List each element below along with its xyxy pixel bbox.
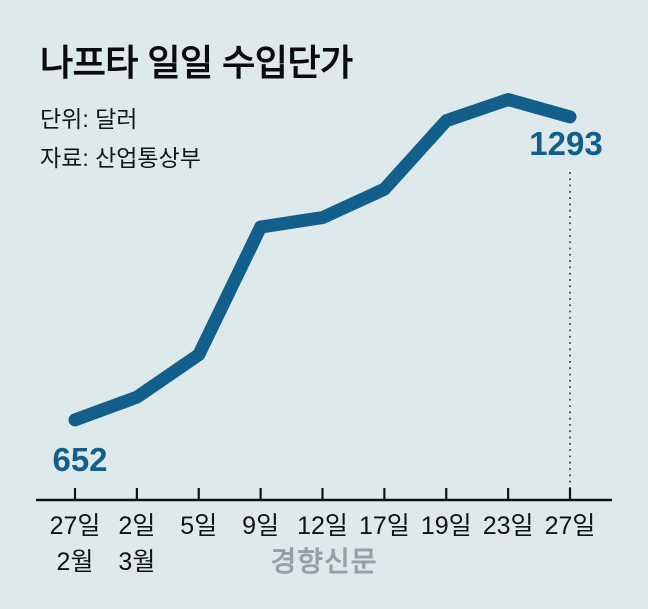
x-axis-label: 19일 [421, 512, 472, 540]
start-value-label: 652 [52, 441, 108, 478]
x-axis-label: 5일 [180, 512, 217, 540]
x-axis-label: 12일 [297, 512, 348, 540]
x-axis-label: 27일 [545, 512, 596, 540]
data-line [68, 93, 577, 427]
chart-title: 나프타 일일 수입단가 [40, 42, 353, 83]
x-axis-label: 27일 [50, 512, 101, 540]
source-label: 자료: 산업통상부 [40, 145, 201, 171]
watermark: 경향신문 [270, 546, 378, 577]
x-axis-label: 2일 [118, 512, 155, 540]
month-label: 2월 [57, 548, 94, 576]
month-label: 3월 [118, 548, 155, 576]
unit-label: 단위: 달러 [40, 106, 138, 132]
x-axis-label: 23일 [483, 512, 534, 540]
x-axis-label: 9일 [242, 512, 279, 540]
x-axis-label: 17일 [359, 512, 410, 540]
end-value-label: 1293 [529, 125, 603, 162]
